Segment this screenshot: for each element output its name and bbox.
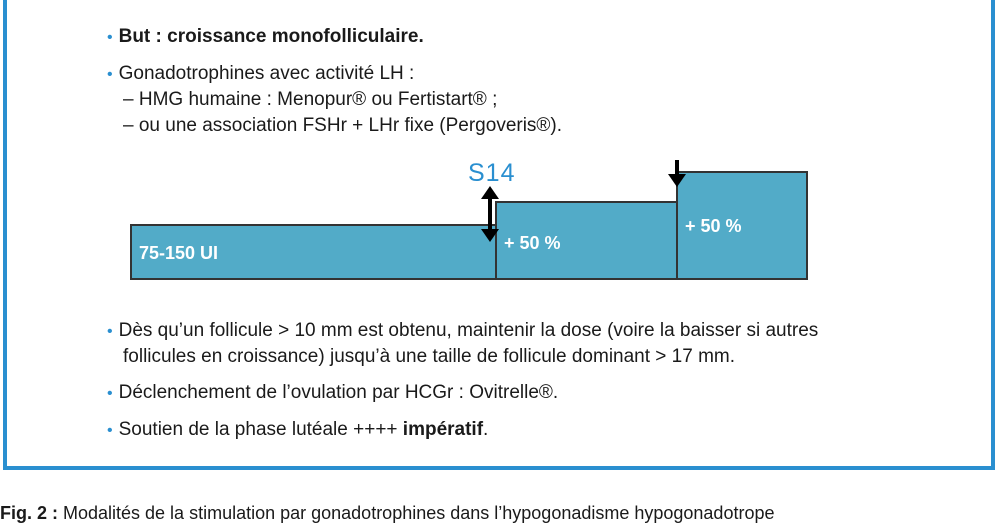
- follicle-line-1: Dès qu’un follicule > 10 mm est obtenu, …: [118, 320, 819, 341]
- sub-line-hmg: – HMG humaine : Menopur® ou Fertistart® …: [123, 89, 498, 110]
- sub-line-association: – ou une association FSHr + LHr fixe (Pe…: [123, 115, 563, 136]
- dose-step-1: 75-150 UI: [130, 224, 497, 280]
- follicle-line-2: follicules en croissance) jusqu’à une ta…: [123, 346, 736, 367]
- bullet-dot-icon: •: [107, 385, 113, 402]
- double-arrow-icon: [481, 186, 499, 242]
- bullet-dot-icon: •: [107, 66, 113, 83]
- bullet-gonadotrophins: • Gonadotrophines avec activité LH :: [107, 61, 414, 88]
- luteal-suffix: .: [483, 419, 489, 440]
- gonadotrophins-text: Gonadotrophines avec activité LH :: [118, 63, 415, 84]
- down-arrow-icon: [668, 160, 686, 187]
- bullet-luteal: • Soutien de la phase lutéale ++++ impéra…: [107, 417, 488, 444]
- bullet-dot-icon: •: [107, 323, 113, 340]
- luteal-bold: impératif: [402, 419, 484, 440]
- bullet-follicle: • Dès qu’un follicule > 10 mm est obtenu,…: [107, 318, 818, 345]
- bullet-dot-icon: •: [107, 422, 113, 439]
- caption-text: Modalités de la stimulation par gonadotr…: [58, 503, 775, 523]
- goal-text: But : croissance monofolliculaire.: [118, 26, 424, 47]
- bullet-goal: • But : croissance monofolliculaire.: [107, 24, 424, 51]
- figure-caption: Fig. 2 : Modalités de la stimulation par…: [0, 503, 774, 524]
- s14-marker-label: S14: [468, 159, 516, 187]
- dose-step-3-label: + 50 %: [685, 216, 742, 236]
- bullet-ovulation: • Déclenchement de l’ovulation par HCGr :…: [107, 380, 558, 407]
- luteal-text: Soutien de la phase lutéale ++++: [118, 419, 403, 440]
- dose-step-2-label: + 50 %: [504, 233, 561, 253]
- dose-step-3: + 50 %: [676, 171, 808, 280]
- bullet-dot-icon: •: [107, 29, 113, 46]
- dose-step-1-label: 75-150 UI: [139, 243, 219, 263]
- ovulation-text: Déclenchement de l’ovulation par HCGr : …: [118, 382, 559, 403]
- dose-step-2: + 50 %: [495, 201, 678, 280]
- figure-frame: [3, 0, 995, 470]
- caption-label: Fig. 2 :: [0, 503, 58, 523]
